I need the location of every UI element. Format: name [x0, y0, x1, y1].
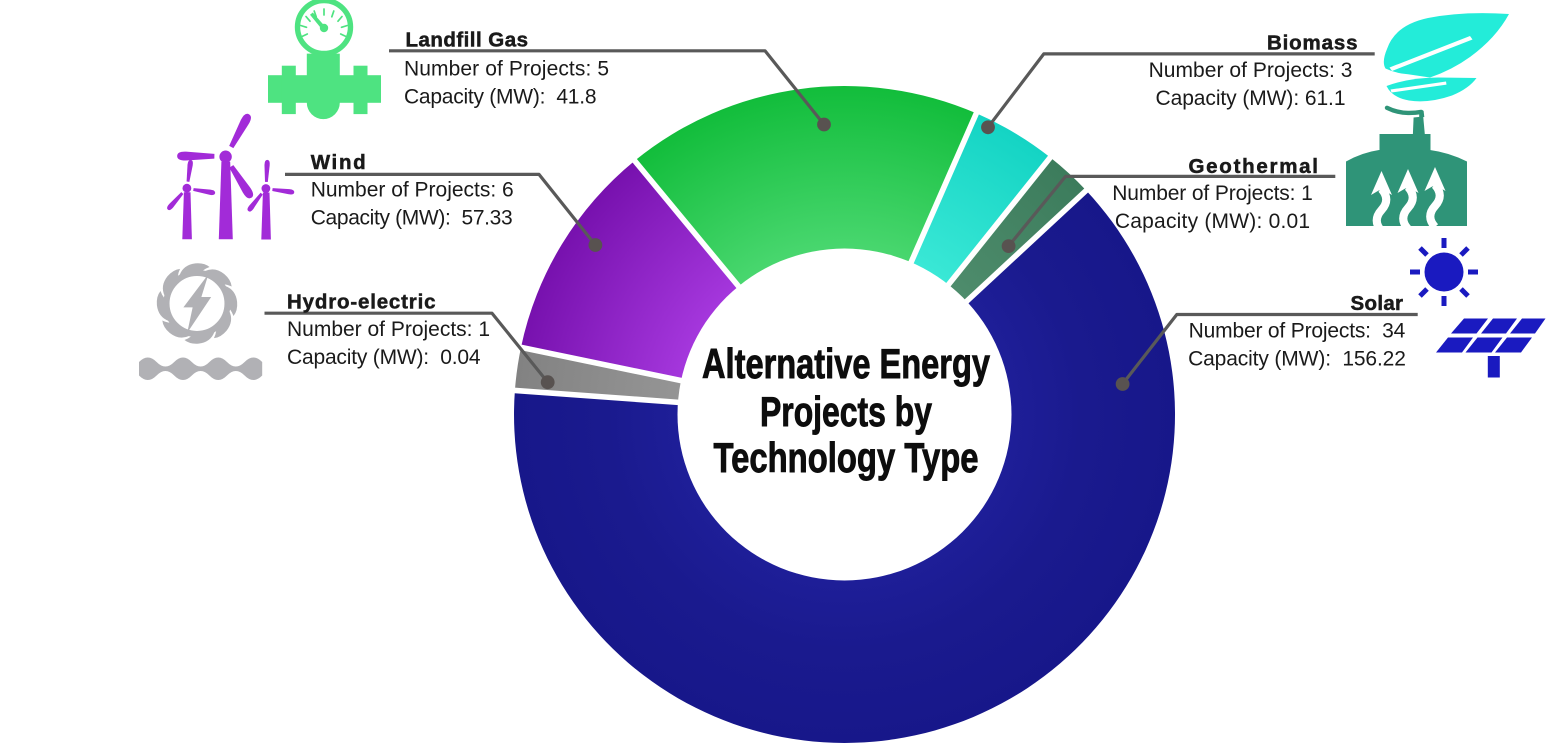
svg-text:Number of Projects: 34: Number of Projects: 34 — [1189, 320, 1406, 343]
svg-text:Number of Projects: 6: Number of Projects: 6 — [311, 178, 514, 201]
svg-text:Capacity (MW): 0.01: Capacity (MW): 0.01 — [1115, 210, 1310, 233]
svg-text:Geothermal: Geothermal — [1189, 155, 1319, 178]
svg-text:Hydro-electric: Hydro-electric — [287, 291, 436, 314]
svg-text:Capacity (MW): 41.8: Capacity (MW): 41.8 — [404, 85, 597, 108]
svg-text:Number of Projects: 5: Number of Projects: 5 — [404, 57, 609, 80]
svg-text:Wind: Wind — [311, 151, 366, 174]
svg-text:Technology Type: Technology Type — [714, 434, 979, 481]
svg-text:Number of Projects: 3: Number of Projects: 3 — [1149, 59, 1353, 82]
svg-text:Biomass: Biomass — [1267, 31, 1358, 54]
svg-text:Capacity (MW): 156.22: Capacity (MW): 156.22 — [1188, 348, 1406, 371]
svg-text:Projects by: Projects by — [760, 388, 932, 435]
svg-text:Solar: Solar — [1351, 292, 1404, 315]
svg-text:Alternative Energy: Alternative Energy — [702, 340, 990, 387]
svg-text:Landfill Gas: Landfill Gas — [406, 28, 529, 51]
svg-text:Capacity (MW): 0.04: Capacity (MW): 0.04 — [287, 346, 481, 369]
svg-text:Capacity (MW): 61.1: Capacity (MW): 61.1 — [1156, 87, 1346, 110]
svg-text:Number of Projects: 1: Number of Projects: 1 — [1112, 182, 1313, 205]
svg-text:Capacity (MW): 57.33: Capacity (MW): 57.33 — [311, 206, 513, 229]
svg-text:Number of Projects: 1: Number of Projects: 1 — [287, 318, 490, 341]
